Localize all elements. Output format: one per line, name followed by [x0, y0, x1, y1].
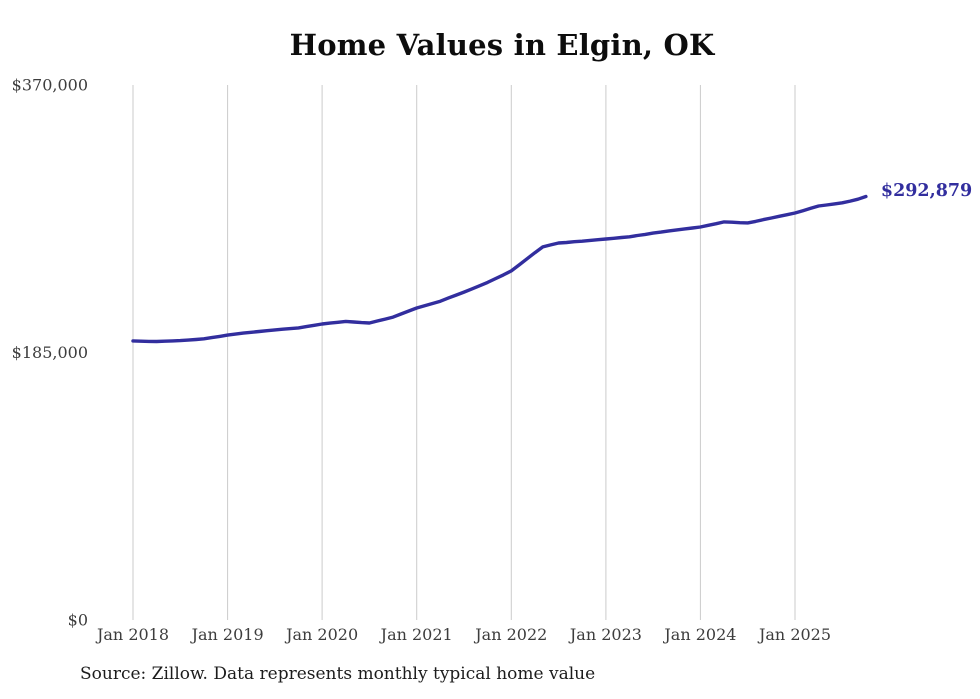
x-tick-label: Jan 2022 [473, 625, 547, 644]
latest-value-label: $292,879 [881, 181, 972, 201]
x-tick-label: Jan 2023 [568, 625, 642, 644]
x-tick-label: Jan 2018 [95, 625, 169, 644]
y-tick-label: $370,000 [12, 76, 88, 95]
chart-title: Home Values in Elgin, OK [289, 28, 715, 62]
x-tick-label: Jan 2019 [190, 625, 264, 644]
x-tick-label: Jan 2024 [662, 625, 736, 644]
y-tick-label: $185,000 [12, 343, 88, 362]
y-tick-label: $0 [68, 611, 88, 630]
source-note: Source: Zillow. Data represents monthly … [80, 664, 596, 684]
x-tick-label: Jan 2021 [379, 625, 453, 644]
x-tick-label: Jan 2020 [284, 625, 358, 644]
home-value-series-line [131, 194, 868, 344]
x-tick-label: Jan 2025 [757, 625, 831, 644]
